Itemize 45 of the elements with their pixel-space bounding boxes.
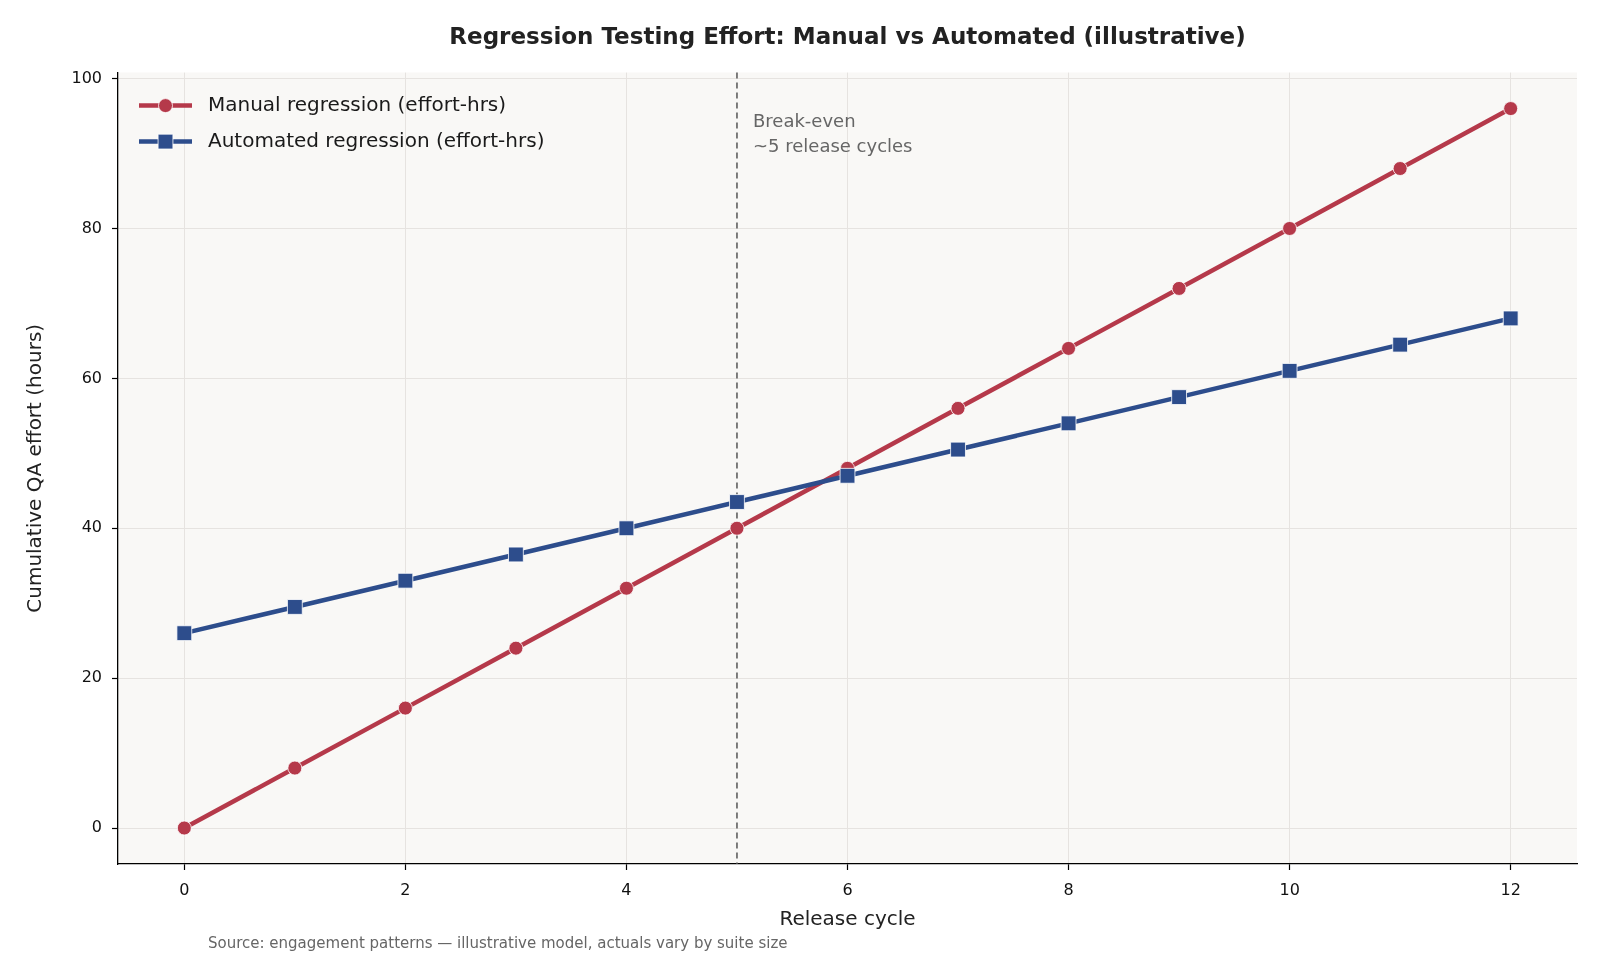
point [729, 520, 745, 536]
point [1282, 221, 1298, 236]
point [508, 546, 524, 563]
y-tick-label: 40 [81, 517, 102, 537]
point [287, 599, 303, 615]
point [1392, 161, 1408, 176]
x-tick-label: 12 [1500, 879, 1521, 899]
point [839, 467, 856, 484]
y-tick-label: 100 [71, 67, 102, 87]
y-tick-label: 60 [81, 367, 102, 387]
chart-title: Regression Testing Effort: Manual vs Automated (illustrative) [449, 22, 1246, 49]
x-tick-label: 8 [1063, 879, 1074, 899]
y-axis-title: Cumulative QA effort (hours) [22, 323, 47, 613]
x-tick-label: 6 [842, 879, 853, 899]
y-tick-label: 80 [81, 217, 102, 237]
x-tick-label: 0 [179, 879, 190, 899]
point [508, 640, 524, 656]
x-tick-label: 10 [1279, 879, 1300, 899]
point [729, 494, 745, 510]
x-axis-title: Release cycle [779, 906, 916, 931]
point [1061, 340, 1076, 356]
point [1502, 310, 1519, 327]
point [1503, 101, 1519, 116]
y-tick-label: 0 [91, 817, 102, 837]
point [1171, 281, 1187, 296]
point [397, 700, 413, 716]
point [618, 520, 635, 537]
point [397, 572, 414, 589]
x-tick-label: 2 [400, 879, 411, 899]
point [1171, 389, 1187, 405]
point [176, 625, 193, 641]
ref-line-label: Break-even ~5 release cycles [752, 110, 913, 157]
point [176, 820, 192, 836]
point [287, 760, 303, 776]
point [950, 400, 966, 416]
legend-label: Manual regression (effort-hrs) [208, 91, 507, 116]
point [619, 580, 634, 596]
legend-label: Automated regression (effort-hrs) [208, 127, 545, 152]
point [1392, 336, 1408, 353]
x-tick-label: 4 [621, 879, 632, 899]
point [1060, 415, 1077, 432]
point [950, 441, 966, 458]
source-note: Source: engagement patterns — illustrative model, actuals vary by suite size [208, 933, 788, 952]
point [1281, 363, 1298, 379]
y-tick-label: 20 [81, 667, 102, 687]
